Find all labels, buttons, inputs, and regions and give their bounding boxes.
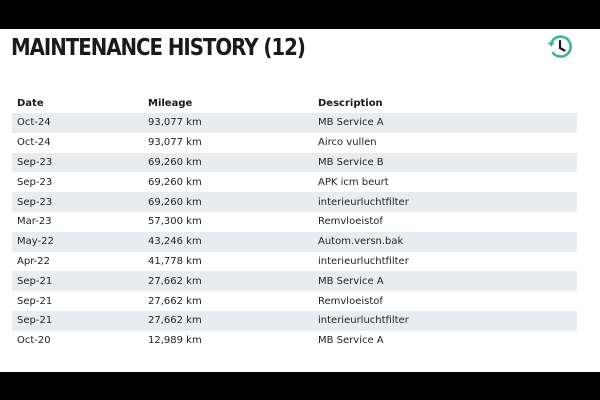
column-header-description: Description	[318, 97, 383, 109]
cell-mileage: 69,260 km	[148, 196, 202, 208]
cell-date: Sep-23	[17, 176, 53, 188]
cell-date: Sep-21	[17, 315, 53, 327]
cell-description: Autom.versn.bak	[318, 236, 404, 248]
cell-date: Oct-24	[17, 137, 51, 149]
table-row: Sep-21 27,662 km interieurluchtfilter	[12, 310, 577, 331]
cell-mileage: 41,778 km	[148, 255, 202, 267]
cell-description: interieurluchtfilter	[318, 196, 409, 208]
cell-description: APK icm beurt	[318, 176, 389, 188]
cell-mileage: 27,662 km	[148, 275, 202, 287]
table-row: May-22 43,246 km Autom.versn.bak	[12, 231, 577, 252]
cell-date: Mar-23	[17, 216, 52, 228]
cell-mileage: 12,989 km	[148, 335, 202, 347]
page-title: MAINTENANCE HISTORY (12)	[11, 35, 306, 61]
table-row: Sep-23 69,260 km interieurluchtfilter	[12, 192, 577, 212]
cell-mileage: 69,260 km	[148, 176, 202, 188]
table-row: Sep-21 27,662 km Remvloeistof	[12, 291, 577, 311]
cell-date: Apr-22	[17, 255, 50, 267]
cell-description: Remvloeistof	[318, 295, 383, 307]
cell-description: MB Service A	[318, 117, 384, 129]
table-row: Sep-21 27,662 km MB Service A	[12, 271, 577, 292]
table-row: Oct-24 93,077 km MB Service A	[12, 113, 577, 133]
cell-description: Remvloeistof	[318, 216, 383, 228]
cell-mileage: 93,077 km	[148, 117, 202, 129]
table-row: Apr-22 41,778 km interieurluchtfilter	[12, 252, 577, 272]
cell-date: Sep-21	[17, 275, 53, 287]
cell-mileage: 27,662 km	[148, 295, 202, 307]
column-header-mileage: Mileage	[148, 97, 193, 109]
table-row: Oct-24 93,077 km Airco vullen	[12, 133, 577, 153]
maintenance-table: Date Mileage Description Oct-24 93,077 km…	[12, 93, 577, 351]
cell-date: Sep-21	[17, 295, 53, 307]
cell-description: interieurluchtfilter	[318, 255, 409, 267]
table-row: Oct-20 12,989 km MB Service A	[12, 331, 577, 351]
column-header-date: Date	[17, 97, 44, 109]
cell-mileage: 27,662 km	[148, 315, 202, 327]
cell-mileage: 93,077 km	[148, 137, 202, 149]
table-body: Oct-24 93,077 km MB Service A Oct-24 93,077 …	[12, 113, 577, 351]
cell-mileage: 57,300 km	[148, 216, 202, 228]
table-header: Date Mileage Description	[12, 93, 577, 113]
cell-description: interieurluchtfilter	[318, 315, 409, 327]
cell-date: Sep-23	[17, 156, 53, 168]
cell-description: MB Service A	[318, 335, 384, 347]
table-row: Sep-23 69,260 km APK icm beurt	[12, 172, 577, 192]
history-icon[interactable]	[545, 32, 575, 62]
cell-description: MB Service A	[318, 275, 384, 287]
cell-mileage: 43,246 km	[148, 236, 202, 248]
cell-date: Oct-20	[17, 335, 51, 347]
cell-mileage: 69,260 km	[148, 156, 202, 168]
cell-description: Airco vullen	[318, 137, 377, 149]
cell-date: Oct-24	[17, 117, 51, 129]
table-row: Mar-23 57,300 km Remvloeistof	[12, 212, 577, 232]
cell-description: MB Service B	[318, 156, 384, 168]
cell-date: May-22	[17, 236, 54, 248]
cell-date: Sep-23	[17, 196, 53, 208]
table-row: Sep-23 69,260 km MB Service B	[12, 152, 577, 173]
maintenance-history-panel: MAINTENANCE HISTORY (12) Date Mileage De…	[0, 29, 600, 372]
